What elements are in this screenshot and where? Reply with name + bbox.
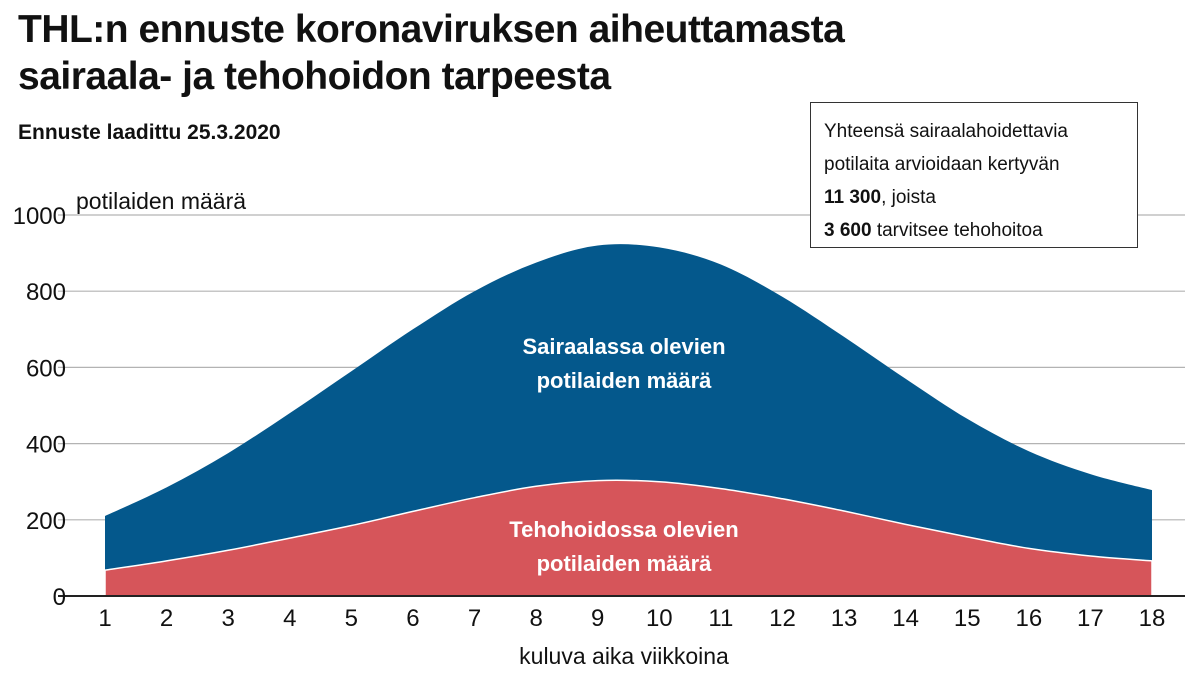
x-tick-label: 18 bbox=[1139, 605, 1166, 632]
y-tick-label: 0 bbox=[53, 584, 66, 611]
x-tick-label: 5 bbox=[345, 605, 358, 632]
x-tick-label: 12 bbox=[769, 605, 796, 632]
hospital-area bbox=[105, 244, 1152, 596]
x-tick-label: 2 bbox=[160, 605, 173, 632]
y-tick-label: 600 bbox=[26, 355, 66, 382]
y-tick-labels: 0 200 400 600 800 1000 bbox=[13, 203, 66, 611]
summary-line-2: potilaita arvioidaan kertyvän bbox=[824, 154, 1060, 175]
y-axis-label: potilaiden määrä bbox=[76, 188, 246, 214]
x-tick-label: 4 bbox=[283, 605, 296, 632]
summary-icu-value: 3 600 bbox=[824, 220, 872, 241]
x-tick-label: 11 bbox=[708, 605, 733, 632]
x-axis-label: kuluva aika viikkoina bbox=[519, 643, 729, 669]
summary-line-4: 3 600 tarvitsee tehohoitoa bbox=[824, 214, 1125, 247]
x-tick-label: 1 bbox=[98, 605, 111, 632]
summary-line-3-text: , joista bbox=[881, 187, 936, 208]
y-tick-label: 200 bbox=[26, 508, 66, 535]
x-tick-label: 17 bbox=[1077, 605, 1104, 632]
icu-area-label: Tehohoidossa olevien potilaiden määrä bbox=[509, 517, 738, 576]
x-tick-label: 14 bbox=[892, 605, 919, 632]
title-line-2: sairaala- ja tehohoidon tarpeesta bbox=[18, 55, 611, 98]
x-tick-label: 3 bbox=[221, 605, 234, 632]
title-line-1: THL:n ennuste koronaviruksen aiheuttamas… bbox=[18, 8, 845, 51]
summary-total-value: 11 300 bbox=[824, 187, 882, 208]
y-tick-label: 800 bbox=[26, 279, 66, 306]
area-label-line: Sairaalassa olevien bbox=[522, 334, 725, 359]
y-tick-label: 400 bbox=[26, 432, 66, 459]
summary-line-3: 11 300, joista bbox=[824, 181, 1125, 214]
x-tick-label: 13 bbox=[831, 605, 858, 632]
summary-line-4-text: tarvitsee tehohoitoa bbox=[871, 220, 1043, 241]
x-tick-labels: 1 2 3 4 5 6 7 8 9 10 11 12 13 14 15 16 17 18 bbox=[98, 605, 1165, 632]
x-tick-label: 7 bbox=[468, 605, 481, 632]
x-tick-label: 8 bbox=[529, 605, 542, 632]
summary-box: Yhteensä sairaalahoidettavia potilaita a… bbox=[810, 102, 1138, 248]
chart-title: THL:n ennuste koronaviruksen aiheuttamas… bbox=[18, 6, 845, 100]
chart-subtitle: Ennuste laadittu 25.3.2020 bbox=[18, 121, 281, 144]
summary-line-1: Yhteensä sairaalahoidettavia bbox=[824, 121, 1069, 142]
area-label-line: potilaiden määrä bbox=[537, 368, 713, 393]
area-label-line: potilaiden määrä bbox=[537, 551, 713, 576]
x-tick-label: 9 bbox=[591, 605, 604, 632]
y-tick-label: 1000 bbox=[13, 203, 66, 230]
x-tick-label: 16 bbox=[1015, 605, 1042, 632]
x-tick-label: 6 bbox=[406, 605, 419, 632]
icu-area bbox=[104, 479, 1153, 597]
hospital-area-label: Sairaalassa olevien potilaiden määrä bbox=[522, 334, 725, 393]
x-tick-label: 10 bbox=[646, 605, 673, 632]
x-tick-label: 15 bbox=[954, 605, 981, 632]
area-label-line: Tehohoidossa olevien bbox=[509, 517, 738, 542]
